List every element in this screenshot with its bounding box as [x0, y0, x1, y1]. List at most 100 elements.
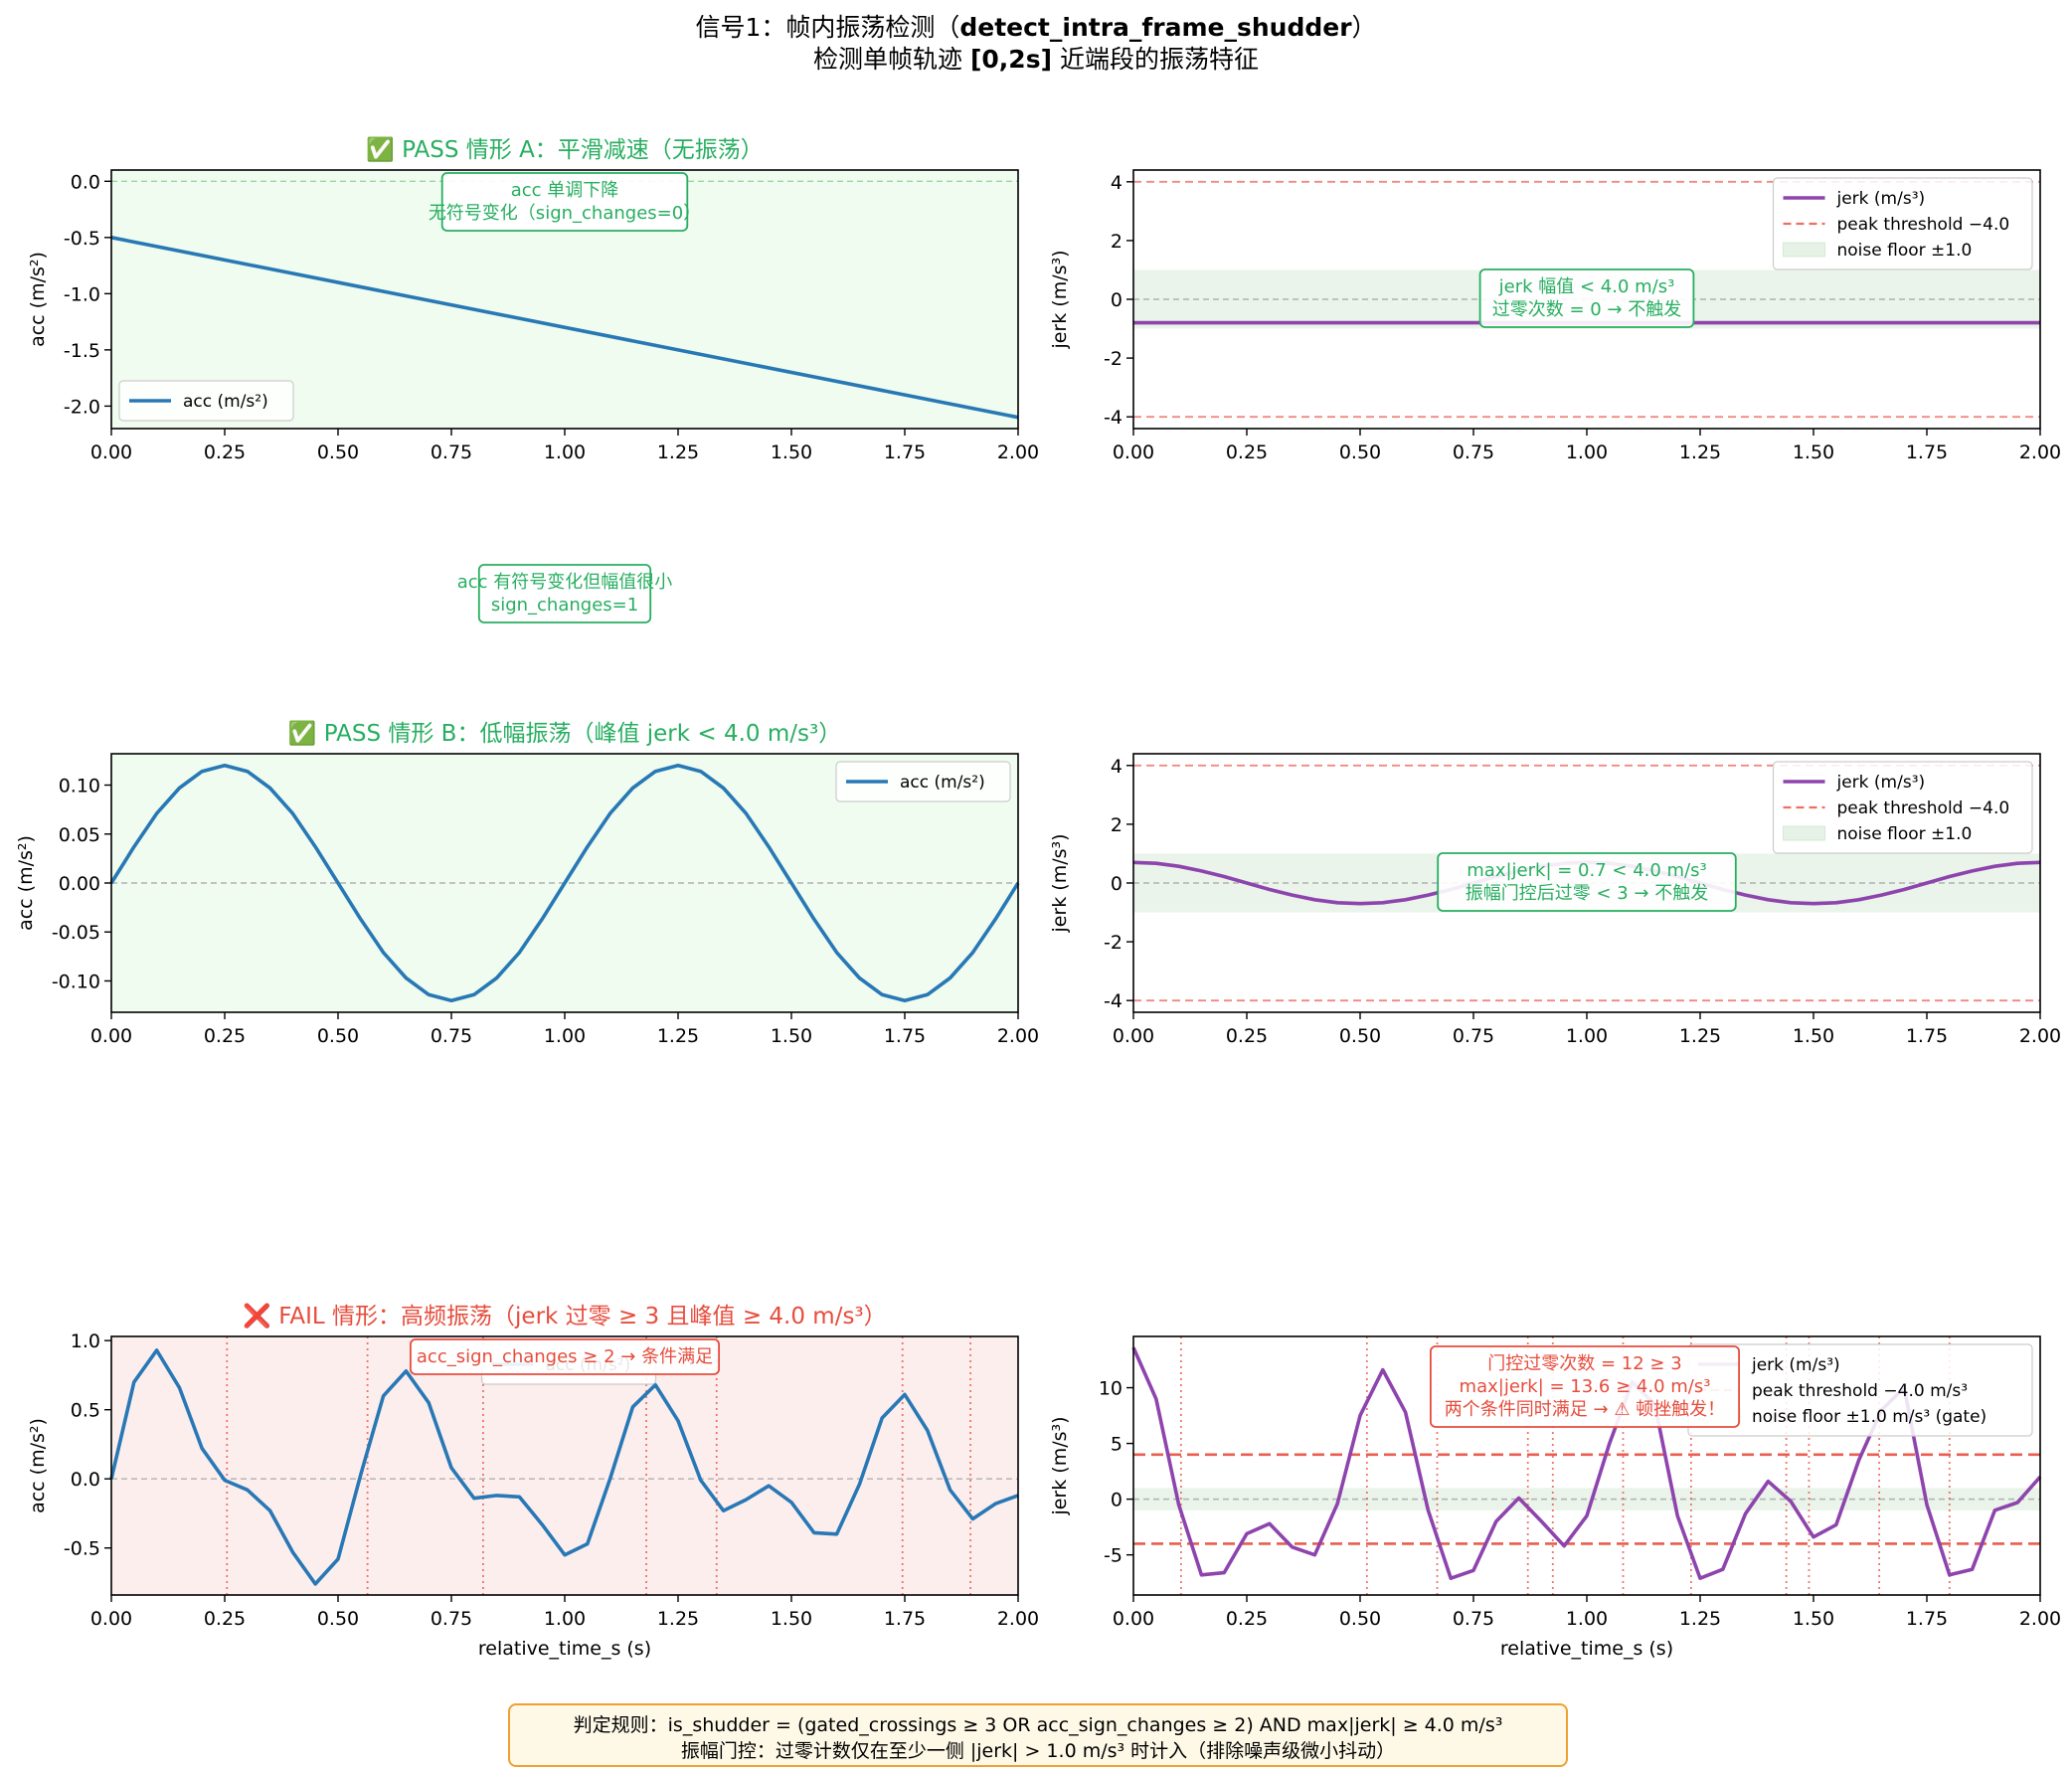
- y-axis-label: jerk (m/s³): [1049, 833, 1071, 933]
- x-tick-label: 1.50: [1793, 442, 1834, 463]
- y-tick-label: -0.5: [64, 228, 100, 250]
- rule-box: [508, 1703, 1568, 1767]
- y-tick-label: 0.00: [59, 873, 100, 895]
- x-tick-label: 0.25: [204, 1608, 246, 1630]
- x-tick-label: 0.25: [1226, 442, 1268, 463]
- figure-subtitle-prefix: 检测单帧轨迹: [813, 45, 970, 74]
- panel-c_jerk: 0.00 0.25 0.50 0.75 1.00 1.25 1.50 1.75 2.00 10 5 0…: [1049, 1335, 2061, 1660]
- x-tick-label: 0.75: [431, 1608, 472, 1630]
- y-tick-label: 2: [1111, 814, 1122, 836]
- x-tick-label: 1.25: [1679, 1025, 1721, 1047]
- y-tick-label: -4: [1104, 990, 1122, 1012]
- y-tick-label: -0.10: [52, 971, 100, 992]
- x-tick-label: 0.50: [317, 1025, 359, 1047]
- annotation-box: [1478, 268, 1695, 328]
- annotation-line: acc_sign_changes ≥ 2 → 条件满足: [417, 1346, 713, 1367]
- legend: jerk (m/s³) peak threshold −4.0 m/s³ noise…: [1687, 1343, 2033, 1437]
- y-tick-label: 0.10: [59, 776, 100, 797]
- y-axis-label: acc (m/s²): [27, 252, 49, 347]
- x-tick-label: 0.75: [431, 442, 472, 463]
- y-tick-label: 0.5: [71, 1400, 100, 1422]
- annotation-line: 门控过零次数 = 12 ≥ 3: [1487, 1353, 1681, 1374]
- legend-label: peak threshold −4.0: [1837, 215, 2010, 235]
- y-tick-label: -1.0: [64, 283, 100, 305]
- x-tick-label: 1.75: [1906, 1608, 1948, 1630]
- y-tick-label: 0: [1111, 873, 1122, 895]
- legend-box: [835, 761, 1011, 802]
- y-tick-label: 0: [1111, 289, 1122, 311]
- x-tick-label: 0.00: [90, 1608, 132, 1630]
- figure-subtitle: 检测单帧轨迹 [0,2s] 近端段的振荡特征: [813, 45, 1259, 74]
- y-tick-label: -0.05: [52, 922, 100, 944]
- series-line-0: [109, 1348, 1019, 1586]
- legend: acc (m/s²): [835, 761, 1011, 802]
- panel-a_jerk: 0.00 0.25 0.50 0.75 1.00 1.25 1.50 1.75 2.00 4 2 0 -…: [1049, 169, 2061, 463]
- chart-panels: 0.00 0.25 0.50 0.75 1.00 1.25 1.50 1.75 2.000.0-…: [15, 136, 2061, 1660]
- figure-title-func: detect_intra_frame_shudder: [959, 13, 1352, 42]
- panel-b_acc: 0.00 0.25 0.50 0.75 1.00 1.25 1.50 1.75 2.00 0.10…: [15, 564, 1039, 1047]
- legend-box: [1772, 177, 2033, 270]
- x-tick-label: 0.00: [90, 442, 132, 463]
- x-tick-label: 1.75: [884, 1608, 926, 1630]
- x-axis-label: relative_time_s (s): [478, 1638, 651, 1660]
- x-tick-label: 1.25: [657, 1025, 699, 1047]
- x-tick-label: 1.50: [771, 1608, 812, 1630]
- panel-title: ✅ PASS 情形 B：低幅振荡（峰值 jerk < 4.0 m/s³）: [288, 720, 841, 747]
- x-tick-label: 0.50: [317, 442, 359, 463]
- legend-label: acc (m/s²): [183, 392, 268, 412]
- x-tick-label: 1.00: [1566, 1025, 1608, 1047]
- panel-title: ✅ PASS 情形 A：平滑减速（无振荡）: [366, 136, 764, 163]
- y-tick-label: -5: [1104, 1545, 1122, 1567]
- y-tick-label: 5: [1111, 1434, 1122, 1456]
- y-tick-label: -0.5: [64, 1538, 100, 1560]
- x-tick-label: 1.75: [1906, 1025, 1948, 1047]
- legend: acc (m/s²): [118, 380, 294, 422]
- rule-line-1: 判定规则：is_shudder = (gated_crossings ≥ 3 O…: [574, 1714, 1503, 1736]
- y-tick-label: 4: [1111, 172, 1122, 194]
- y-tick-label: 2: [1111, 231, 1122, 253]
- x-tick-label: 0.00: [1113, 442, 1154, 463]
- x-tick-label: 1.25: [1679, 1608, 1721, 1630]
- annotation-line: jerk 幅值 < 4.0 m/s³: [1498, 276, 1675, 297]
- x-tick-label: 1.75: [884, 1025, 926, 1047]
- x-tick-label: 0.00: [1113, 1608, 1154, 1630]
- x-tick-label: 0.75: [1453, 442, 1494, 463]
- legend-box: [1772, 761, 2033, 854]
- x-tick-label: 2.00: [997, 1608, 1039, 1630]
- y-axis-label: jerk (m/s³): [1049, 1416, 1071, 1515]
- y-tick-label: 4: [1111, 756, 1122, 778]
- panel-a_acc: 0.00 0.25 0.50 0.75 1.00 1.25 1.50 1.75 2.00 0.0 -…: [27, 136, 1039, 463]
- figure-subtitle-suffix: 近端段的振荡特征: [1052, 45, 1259, 74]
- legend-label: noise floor ±1.0: [1837, 824, 1973, 844]
- legend-label: noise floor ±1.0: [1837, 241, 1973, 261]
- panel-title: ❌ FAIL 情形：高频振荡（jerk 过零 ≥ 3 且峰值 ≥ 4.0 m/s…: [243, 1303, 886, 1329]
- x-tick-label: 1.00: [544, 1025, 586, 1047]
- annotation-box: [477, 564, 652, 623]
- x-tick-label: 2.00: [997, 1025, 1039, 1047]
- annotation-line: 两个条件同时满足 → ⚠ 顿挫触发！: [1445, 1399, 1725, 1420]
- x-tick-label: 0.50: [1339, 1025, 1381, 1047]
- x-tick-label: 1.50: [1793, 1608, 1834, 1630]
- annotation-line: max|jerk| = 0.7 < 4.0 m/s³: [1467, 860, 1706, 881]
- legend-label: jerk (m/s³): [1836, 773, 1926, 793]
- figure-title-prefix: 信号1：帧内振荡检测（: [695, 13, 959, 42]
- y-tick-label: -2: [1104, 348, 1122, 370]
- x-tick-label: 1.00: [1566, 1608, 1608, 1630]
- annotation-box: [1437, 852, 1737, 912]
- figure-subtitle-range: [0,2s]: [970, 45, 1052, 74]
- y-tick-label: -2.0: [64, 396, 100, 418]
- x-tick-label: 1.00: [544, 442, 586, 463]
- legend-label: jerk (m/s³): [1751, 1355, 1840, 1375]
- legend-patch-swatch: [1783, 825, 1825, 841]
- x-tick-label: 2.00: [997, 442, 1039, 463]
- y-tick-label: 0.05: [59, 824, 100, 846]
- legend: jerk (m/s³) peak threshold −4.0 noise floo…: [1772, 761, 2033, 854]
- legend-patch-swatch: [1783, 242, 1825, 258]
- x-tick-label: 1.00: [1566, 442, 1608, 463]
- panel-c_acc: 0.00 0.25 0.50 0.75 1.00 1.25 1.50 1.75 2.00 1.0 0…: [27, 1303, 1039, 1660]
